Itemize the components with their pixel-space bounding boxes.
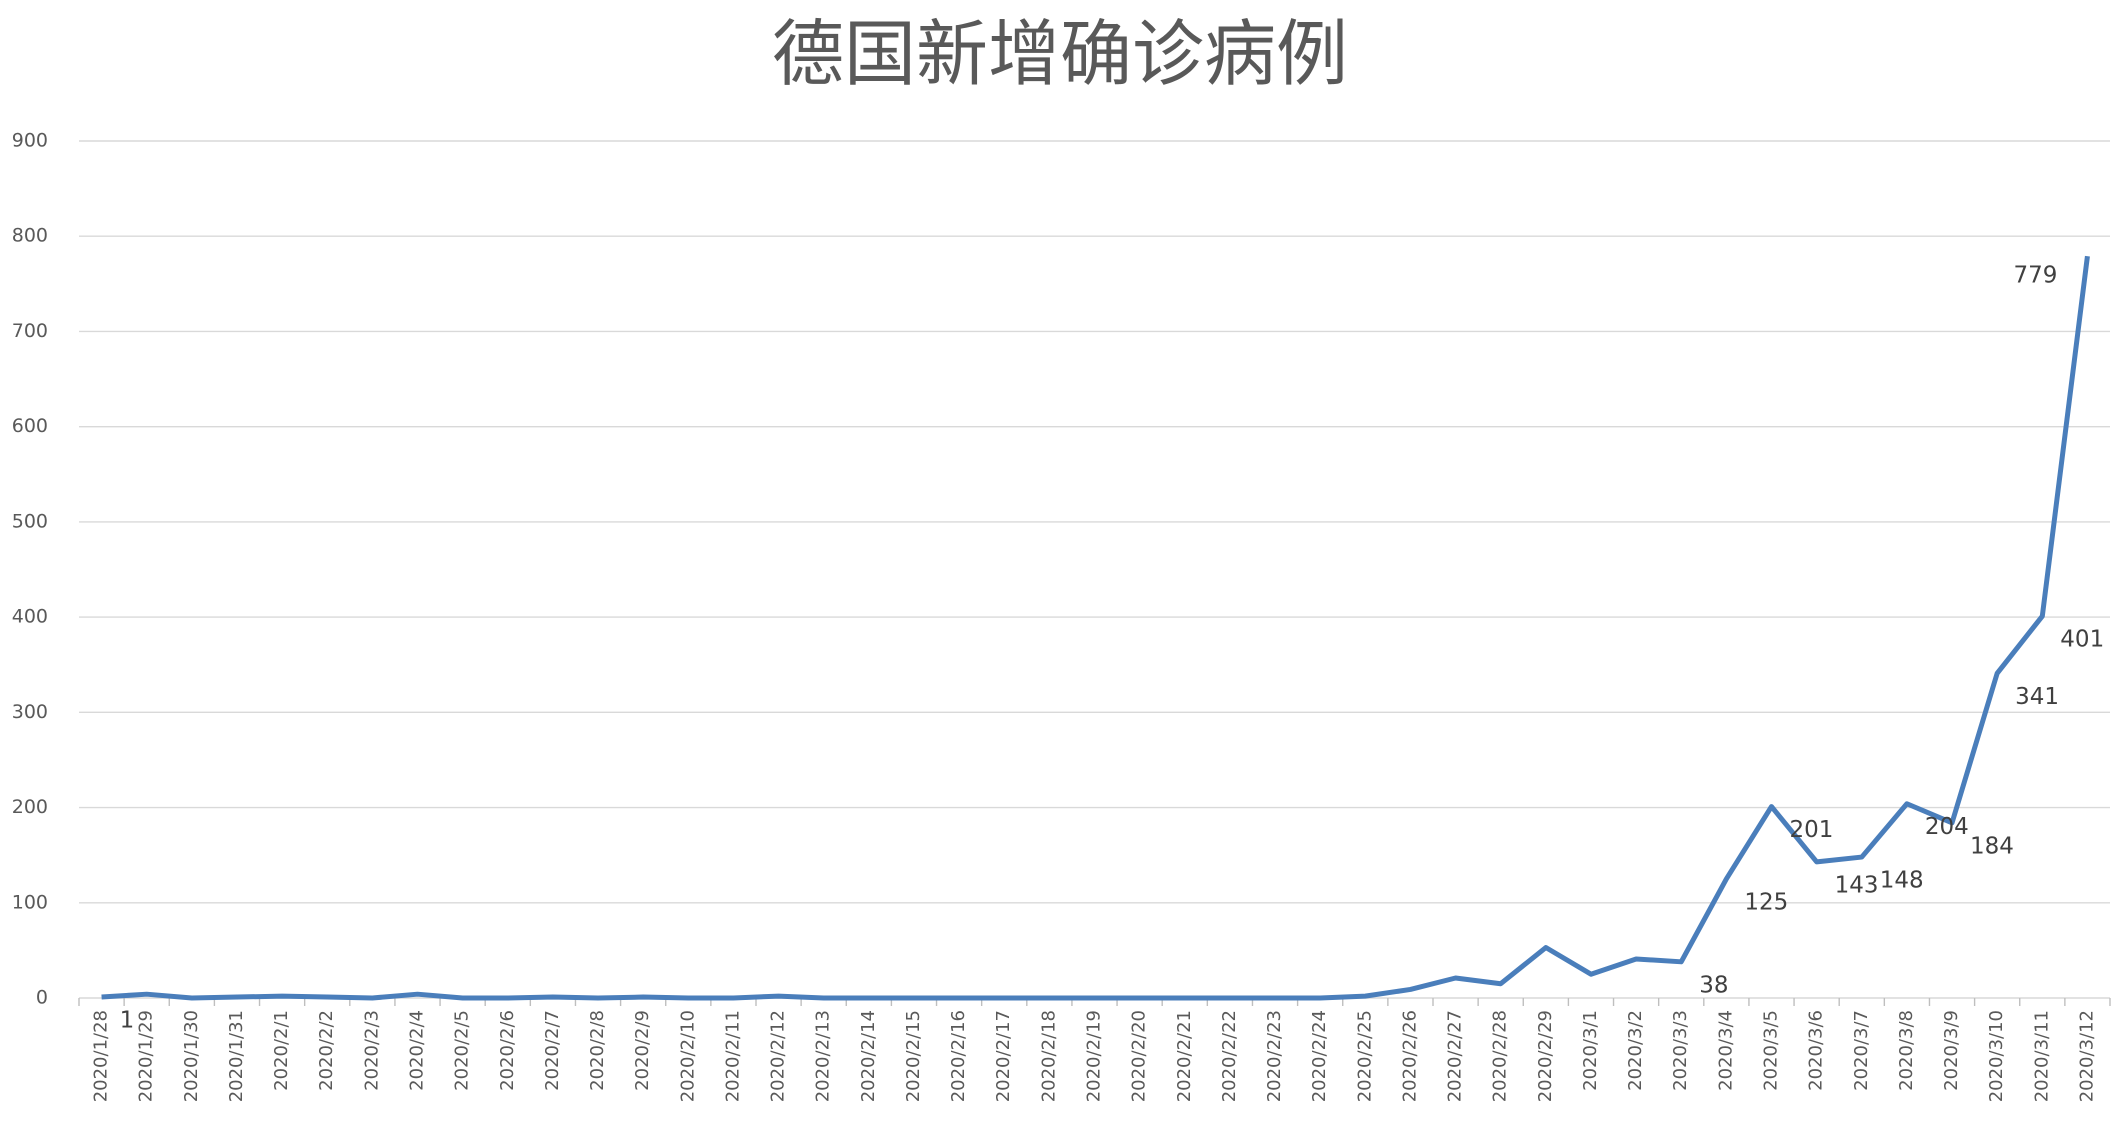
y-tick-label: 0 (36, 987, 48, 1009)
x-tick-label: 2020/1/28 (91, 1010, 112, 1102)
data-label: 1 (120, 1008, 135, 1034)
data-label: 341 (2015, 684, 2059, 710)
y-tick-label: 200 (12, 796, 48, 818)
data-label: 38 (1699, 972, 1728, 998)
data-label: 779 (2014, 263, 2058, 289)
y-tick-label: 900 (12, 130, 48, 152)
x-tick-label: 2020/2/28 (1490, 1010, 1511, 1102)
x-tick-label: 2020/2/22 (1219, 1010, 1240, 1102)
x-tick-label: 2020/3/11 (2031, 1010, 2052, 1102)
x-tick-label: 2020/2/15 (903, 1010, 924, 1102)
x-tick-label: 2020/3/8 (1896, 1010, 1917, 1091)
x-tick-label: 2020/2/21 (1174, 1010, 1195, 1102)
x-tick-label: 2020/2/17 (993, 1010, 1014, 1102)
x-tick-label: 2020/2/13 (813, 1010, 834, 1102)
x-tick-label: 2020/3/2 (1625, 1010, 1646, 1091)
data-label: 184 (1970, 833, 2014, 859)
x-tick-label: 2020/1/30 (181, 1010, 202, 1102)
x-tick-label: 2020/2/10 (677, 1010, 698, 1102)
x-tick-label: 2020/2/23 (1264, 1010, 1285, 1102)
y-tick-label: 800 (12, 225, 48, 247)
x-tick-label: 2020/1/29 (136, 1010, 157, 1102)
x-tick-label: 2020/2/3 (361, 1010, 382, 1091)
y-tick-label: 500 (12, 510, 48, 532)
data-label: 401 (2060, 627, 2104, 653)
data-label: 125 (1744, 889, 1788, 915)
chart-title: 德国新增确诊病例 (772, 12, 1348, 96)
x-tick-label: 2020/2/11 (722, 1010, 743, 1102)
x-tick-label: 2020/3/6 (1806, 1010, 1827, 1091)
x-tick-label: 2020/2/4 (407, 1010, 428, 1091)
y-tick-label: 100 (12, 891, 48, 913)
x-tick-label: 2020/2/9 (632, 1010, 653, 1091)
data-label: 201 (1790, 817, 1834, 843)
x-tick-label: 2020/2/18 (1038, 1010, 1059, 1102)
x-tick-label: 2020/2/5 (452, 1010, 473, 1091)
x-tick-label: 2020/2/20 (1129, 1010, 1150, 1102)
x-tick-label: 2020/3/9 (1941, 1010, 1962, 1091)
x-tick-label: 2020/2/14 (858, 1010, 879, 1102)
x-tick-label: 2020/2/8 (587, 1010, 608, 1091)
x-tick-label: 2020/2/16 (948, 1010, 969, 1102)
x-tick-label: 2020/2/27 (1445, 1010, 1466, 1102)
y-tick-label: 300 (12, 701, 48, 723)
x-tick-label: 2020/3/4 (1715, 1010, 1736, 1091)
x-tick-label: 2020/3/12 (2076, 1010, 2097, 1102)
data-label: 148 (1880, 868, 1924, 894)
x-tick-label: 2020/2/6 (497, 1010, 518, 1091)
x-tick-label: 2020/2/7 (542, 1010, 563, 1091)
x-tick-label: 2020/3/10 (1986, 1010, 2007, 1102)
line-series (101, 255, 2090, 1001)
y-tick-label: 600 (12, 415, 48, 437)
x-tick-label: 2020/3/5 (1761, 1010, 1782, 1091)
data-label: 143 (1835, 872, 1879, 898)
x-tick-label: 2020/2/1 (271, 1010, 292, 1091)
data-label: 204 (1925, 814, 1969, 840)
x-tick-label: 2020/3/7 (1851, 1010, 1872, 1091)
y-tick-label: 400 (12, 606, 48, 628)
x-tick-label: 2020/3/3 (1670, 1010, 1691, 1091)
y-tick-label: 700 (12, 320, 48, 342)
x-tick-label: 2020/3/1 (1580, 1010, 1601, 1091)
x-tick-label: 2020/1/31 (226, 1010, 247, 1102)
x-tick-label: 2020/2/2 (316, 1010, 337, 1091)
x-tick-label: 2020/2/25 (1354, 1010, 1375, 1102)
x-tick-label: 2020/2/19 (1084, 1010, 1105, 1102)
x-tick-label: 2020/2/26 (1399, 1010, 1420, 1102)
x-tick-label: 2020/2/29 (1535, 1010, 1556, 1102)
x-tick-label: 2020/2/24 (1309, 1010, 1330, 1102)
x-tick-label: 2020/2/12 (768, 1010, 789, 1102)
